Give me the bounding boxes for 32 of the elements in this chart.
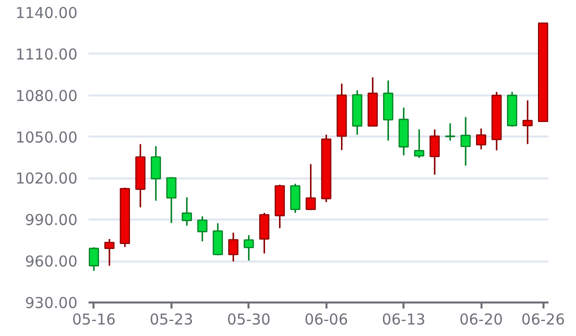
candlestick: [150, 145, 161, 202]
x-tick-label: 06-06: [304, 310, 348, 328]
candlestick: [430, 128, 440, 176]
x-tick-label: 06-20: [459, 310, 503, 328]
candlestick: [244, 234, 254, 262]
candlestick: [522, 100, 533, 145]
candlestick: [182, 196, 192, 226]
candlestick: [445, 122, 456, 142]
y-tick-label: 1110.00: [15, 45, 78, 64]
candlestick: [460, 116, 471, 166]
candlestick: [290, 182, 300, 214]
x-tick-label: 05-30: [227, 310, 271, 328]
y-tick-label: 1140.00: [15, 4, 78, 22]
y-tick-label: 990.00: [25, 211, 78, 230]
y-tick-label: 1050.00: [15, 128, 78, 146]
x-tick-label: 06-13: [382, 310, 426, 328]
x-tick-label: 06-26: [521, 310, 565, 328]
y-tick-label: 930.00: [25, 294, 78, 312]
candlestick: [104, 238, 114, 267]
candlestick: [166, 176, 176, 224]
candlestick: [197, 216, 208, 242]
x-tick-label: 05-16: [72, 310, 116, 328]
candlestick: [306, 163, 316, 211]
x-tick-label: 05-23: [150, 310, 194, 328]
candlestick: [212, 222, 223, 256]
y-tick-label: 960.00: [25, 252, 78, 271]
candlestick: [476, 128, 486, 150]
candlestick: [228, 232, 238, 262]
y-tick-label: 1020.00: [15, 170, 78, 188]
candlestick: [414, 128, 424, 159]
y-tick-label: 1080.00: [15, 86, 78, 105]
candlestick: [88, 246, 100, 272]
